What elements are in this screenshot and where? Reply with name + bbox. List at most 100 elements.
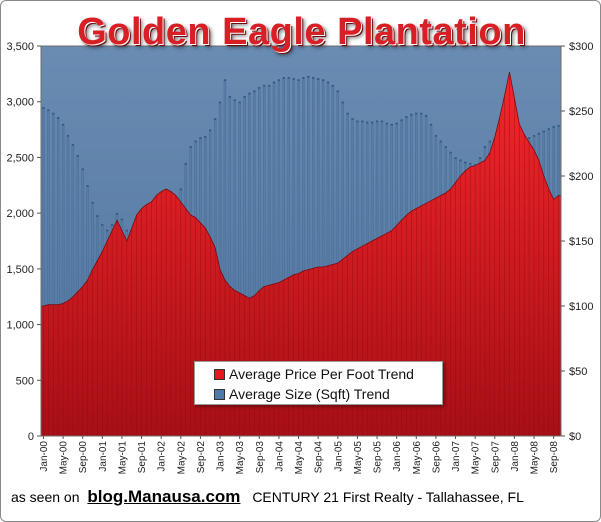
size-bar-top (42, 107, 45, 109)
size-bar-top (415, 112, 418, 115)
right-axis-tick: $50 (569, 366, 587, 378)
right-axis-tick: $250 (569, 106, 593, 118)
size-bar-top (322, 79, 325, 82)
size-bar-top (268, 85, 271, 87)
size-bar-top (209, 129, 212, 132)
size-bar-top (420, 112, 423, 115)
x-axis-tick: May-06 (412, 441, 423, 475)
right-axis-tick: $100 (569, 301, 593, 313)
size-bar-top (405, 116, 408, 118)
size-bar-top (233, 99, 236, 102)
size-bar-top (302, 77, 305, 79)
x-axis-tick: Sep-03 (255, 441, 266, 474)
x-axis-tick: May-00 (59, 441, 70, 475)
size-bar-top (464, 161, 467, 164)
size-bar-top (326, 81, 330, 84)
x-axis-tick: Sep-01 (137, 441, 148, 474)
size-bar-top (371, 121, 374, 124)
size-bar-top (57, 117, 60, 119)
x-axis-tick: Jan-05 (333, 441, 344, 472)
size-bar-top (474, 164, 477, 166)
x-axis-tick: Jan-02 (157, 441, 168, 472)
x-axis-tick: Jan-07 (451, 441, 462, 472)
size-bar-top (253, 90, 256, 93)
size-bar-top (287, 77, 290, 79)
size-tops (42, 76, 560, 232)
size-bar-top (101, 224, 104, 226)
size-bar-top (395, 122, 398, 125)
left-axis-tick: 3,500 (6, 41, 34, 53)
left-axis-tick: 3,000 (6, 97, 34, 109)
size-bar-top (120, 218, 123, 221)
size-bar-top (258, 87, 261, 89)
size-bar-top (277, 79, 280, 82)
size-bar-top (248, 92, 251, 95)
size-bar-top (469, 163, 472, 165)
size-bar-top (228, 96, 231, 98)
size-bar-top (86, 185, 89, 187)
right-axis-tick: $150 (569, 236, 593, 248)
left-axis-tick: 1,000 (6, 320, 34, 332)
x-axis-tick: May-02 (176, 441, 187, 475)
size-bar-top (361, 120, 364, 123)
size-bar-top (331, 85, 334, 87)
size-bar-top (204, 136, 207, 138)
x-axis-tick: Sep-08 (549, 441, 560, 474)
footer: as seen on blog.Manausa.com CENTURY 21 F… (11, 487, 524, 507)
size-bar-top (214, 118, 217, 121)
left-axis-tick: 500 (16, 375, 34, 387)
right-axis-tick: $300 (569, 41, 593, 53)
size-bar-top (390, 124, 393, 126)
legend-label-price: Average Price Per Foot Trend (229, 366, 414, 382)
size-bar-top (189, 146, 192, 148)
legend-swatch-price (214, 369, 225, 380)
x-axis-tick: Sep-07 (490, 441, 501, 474)
x-axis-tick: Sep-06 (431, 441, 442, 474)
size-bar-top (52, 112, 55, 115)
size-bar-top (184, 163, 187, 165)
size-bar-top (223, 79, 226, 82)
x-axis-tick: Sep-05 (373, 441, 384, 474)
size-bar-top (542, 130, 545, 133)
size-bar-top (297, 79, 300, 82)
x-axis-tick: May-08 (530, 441, 541, 475)
x-axis-tick: Sep-00 (78, 441, 89, 474)
size-bar-top (532, 135, 536, 137)
size-bar-top (243, 96, 246, 98)
size-bar-top (179, 188, 182, 191)
size-bar-top (125, 229, 128, 232)
size-bar-top (439, 140, 442, 143)
size-bar-top (341, 101, 344, 104)
size-bar-top (307, 76, 310, 78)
size-bar-top (528, 137, 531, 139)
size-bar-top (537, 132, 540, 135)
size-bar-top (312, 77, 315, 79)
size-bar-top (429, 124, 433, 126)
footer-blog-link[interactable]: blog.Manausa.com (87, 487, 241, 506)
x-axis-tick: Jan-06 (392, 441, 403, 472)
size-bar-top (219, 101, 222, 104)
left-axis-tick: 0 (28, 431, 34, 443)
x-axis-tick: Sep-04 (314, 441, 325, 474)
size-bar-top (454, 157, 457, 160)
x-axis-tick: Jan-00 (39, 441, 50, 472)
x-axis-tick: May-03 (235, 441, 246, 475)
size-bar-top (81, 168, 84, 171)
size-bar-top (400, 119, 403, 122)
x-axis-tick: Jan-01 (98, 441, 109, 472)
size-bar-top (62, 124, 65, 126)
size-bar-top (449, 151, 452, 154)
size-bar-top (238, 101, 241, 104)
size-bar-top (71, 144, 74, 146)
size-bar-top (434, 135, 437, 137)
size-bar-top (116, 213, 119, 215)
size-bar-top (91, 202, 94, 204)
footer-company: CENTURY 21 First Realty - Tallahassee, F… (252, 489, 524, 505)
size-bar-top (336, 90, 339, 93)
legend: Average Price Per Foot Trend Average Siz… (194, 361, 443, 405)
right-axis-tick: $200 (569, 171, 593, 183)
left-axis-tick: 2,000 (6, 208, 34, 220)
size-bar-top (410, 113, 413, 116)
